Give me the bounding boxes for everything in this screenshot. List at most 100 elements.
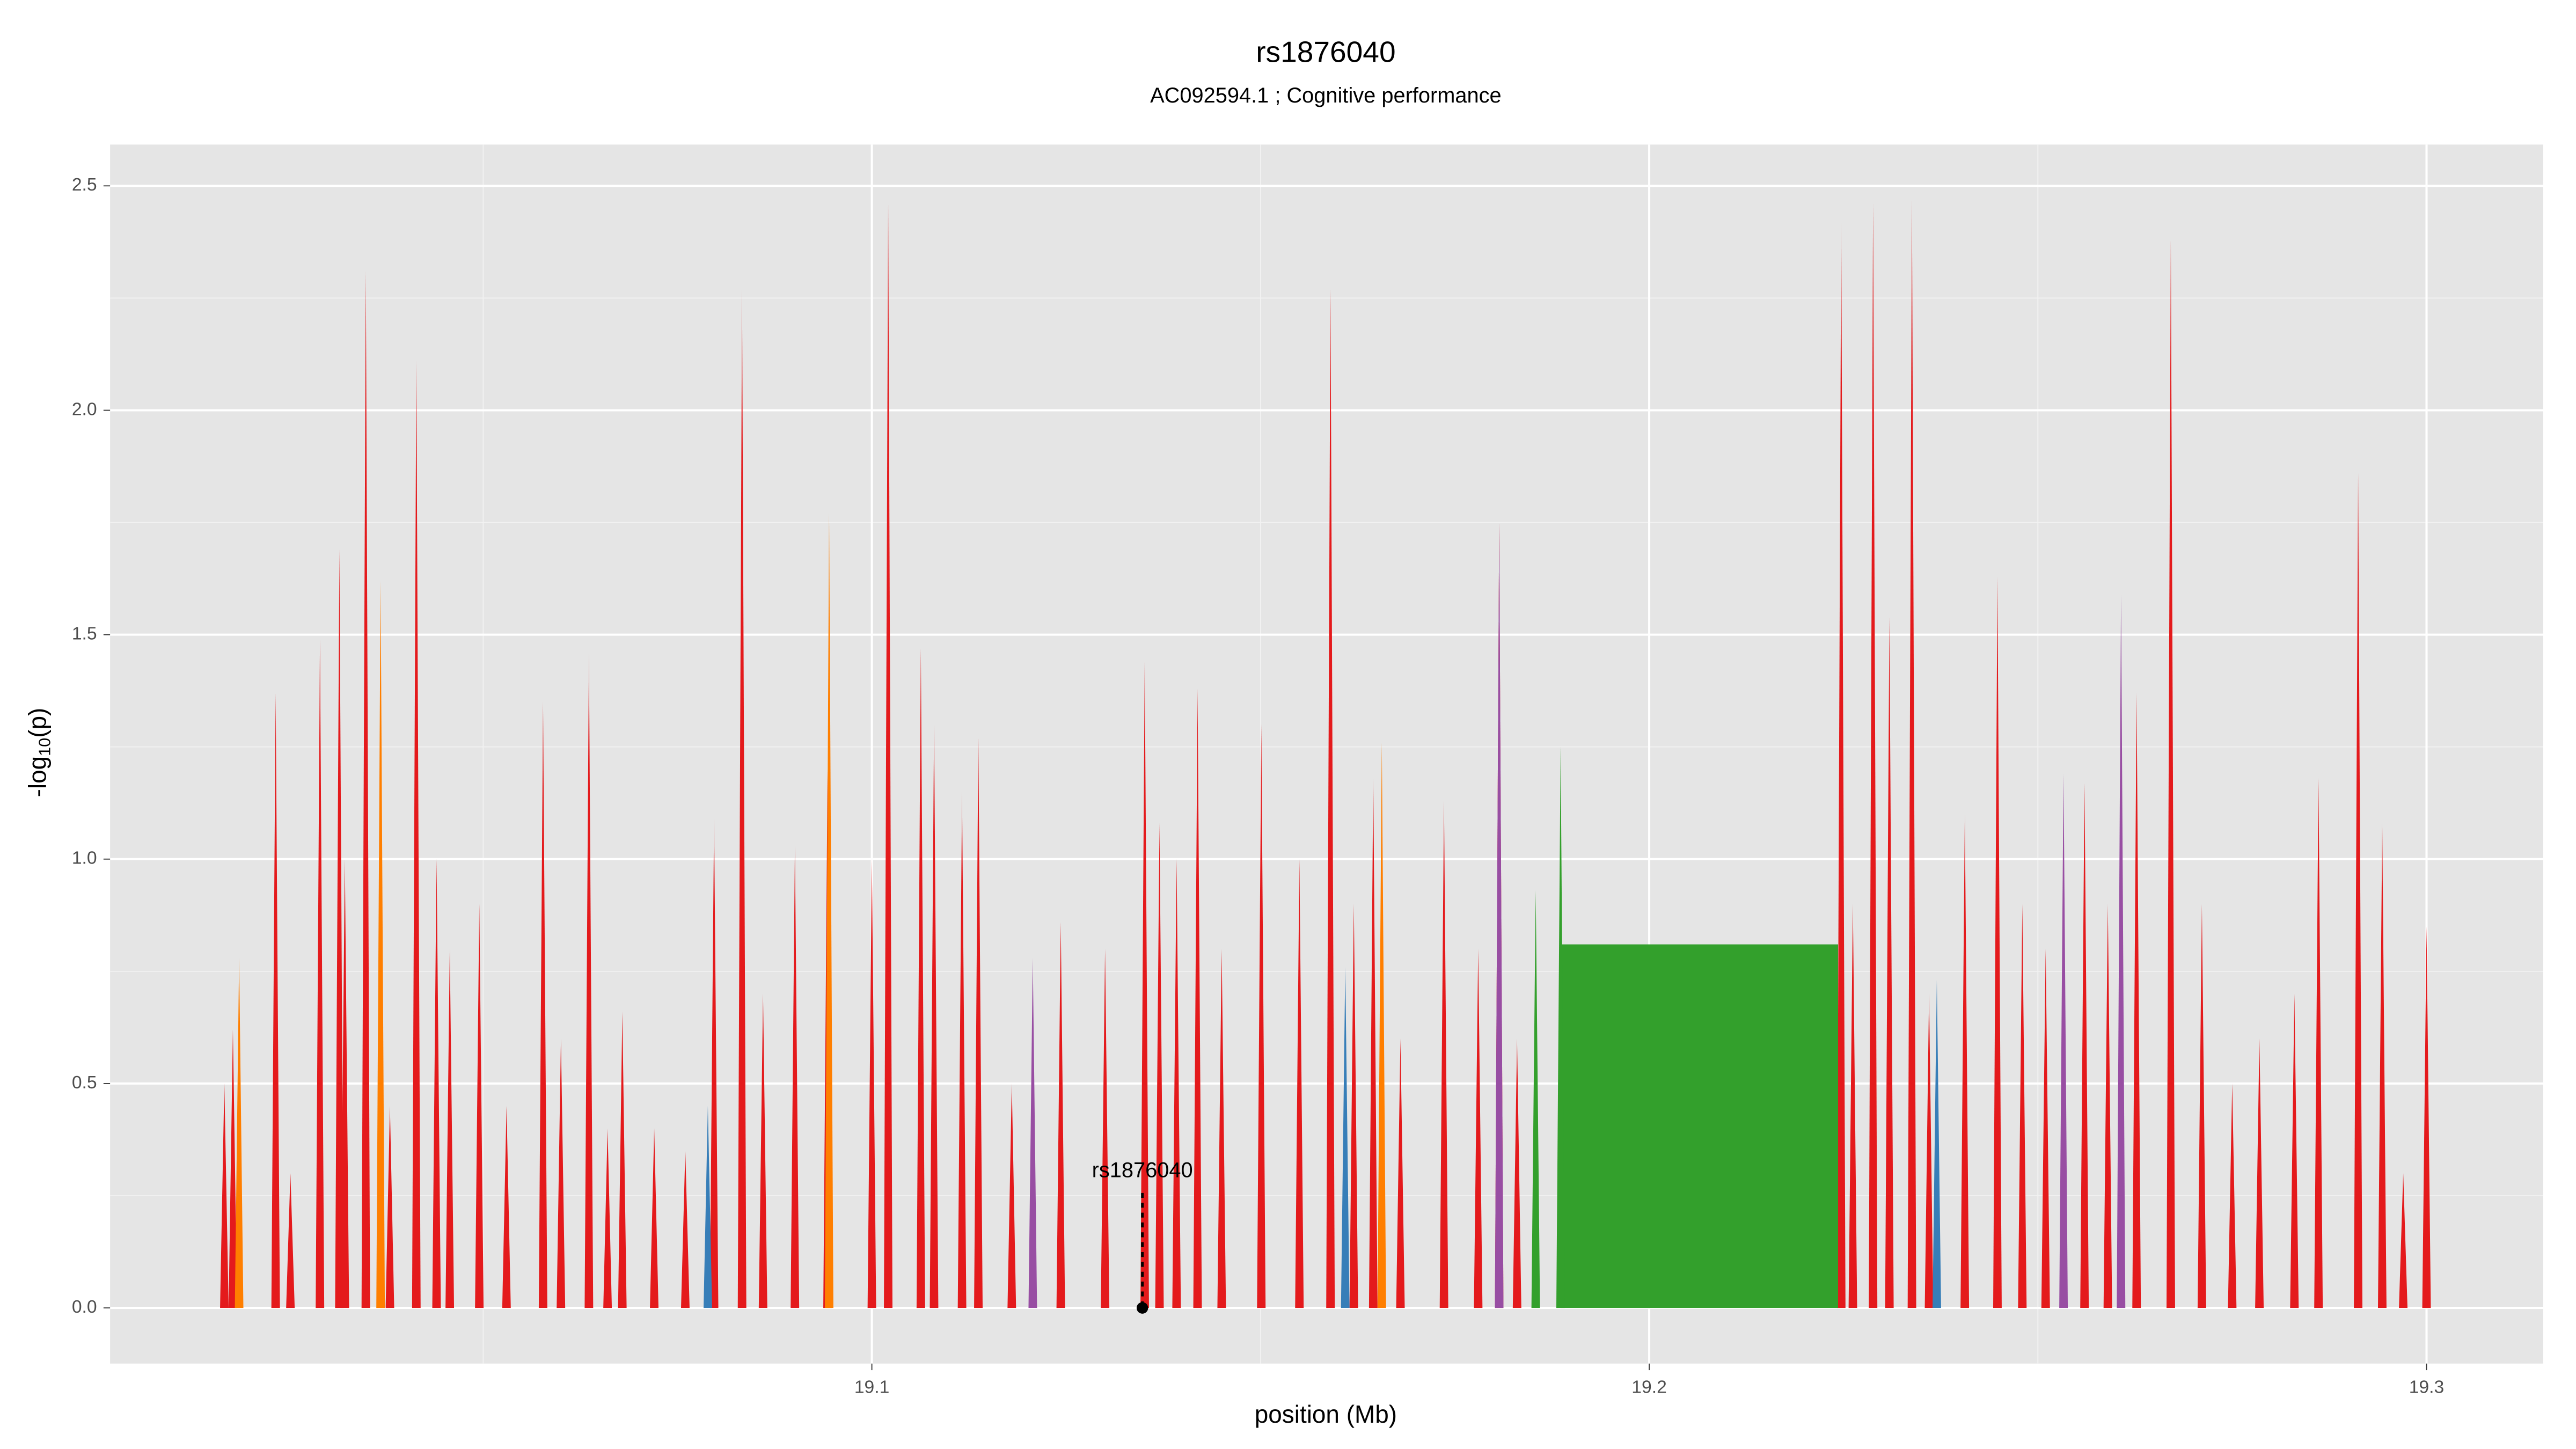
- chart-title: rs1876040: [1256, 35, 1395, 69]
- spike: [1531, 890, 1540, 1308]
- y-axis-label: -log10(p): [24, 708, 54, 797]
- spike: [1885, 617, 1894, 1308]
- spike: [2103, 904, 2112, 1308]
- spike: [286, 1173, 295, 1308]
- y-axis-label-part: (p): [24, 708, 52, 738]
- spike: [709, 818, 719, 1308]
- spike: [1848, 904, 1857, 1308]
- y-tick-label: 1.5: [72, 624, 97, 644]
- area-block: [1560, 944, 1839, 1308]
- annotation-label: rs1876040: [1092, 1159, 1193, 1182]
- spike: [361, 271, 370, 1308]
- spike: [445, 949, 455, 1308]
- spike: [974, 737, 983, 1308]
- spike: [1155, 823, 1164, 1308]
- spike: [758, 993, 767, 1308]
- y-axis-label-sub: 10: [36, 738, 54, 756]
- annotation-point: [1136, 1302, 1148, 1314]
- spike: [1377, 742, 1386, 1308]
- spike: [2117, 594, 2126, 1308]
- spike: [704, 1106, 712, 1308]
- spike: [2059, 773, 2068, 1308]
- spike: [1172, 859, 1181, 1308]
- spike: [2255, 1038, 2264, 1308]
- x-tick-label: 19.2: [1631, 1378, 1667, 1397]
- panel: [110, 144, 2543, 1364]
- spike: [1056, 921, 1065, 1308]
- spike: [681, 1151, 690, 1308]
- spike: [957, 792, 967, 1308]
- y-tick-label: 0.5: [72, 1073, 97, 1093]
- y-tick-label: 0.0: [72, 1297, 97, 1317]
- spike: [1140, 661, 1149, 1308]
- spike: [1341, 967, 1350, 1308]
- labels: 0.0 0.5 1.0 1.5 2.0 2.5 19.1 19.2 19.3 rs1876040: [72, 175, 2444, 1397]
- spike: [1257, 724, 1266, 1308]
- spike: [1007, 1083, 1016, 1308]
- y-tick-label: 1.0: [72, 848, 97, 868]
- spike: [412, 361, 421, 1308]
- spike: [2314, 778, 2323, 1308]
- spike: [824, 513, 833, 1308]
- spike: [1396, 1038, 1405, 1308]
- spike: [867, 859, 876, 1308]
- spike: [228, 1029, 237, 1308]
- chart-subtitle: AC092594.1 ; Cognitive performance: [1150, 84, 1502, 107]
- spike: [335, 549, 344, 1308]
- spike: [2354, 473, 2363, 1308]
- spike: [1349, 904, 1358, 1308]
- spike: [2422, 926, 2431, 1308]
- spike: [1368, 778, 1378, 1308]
- spike: [1836, 222, 1846, 1308]
- spike: [1495, 522, 1504, 1308]
- spike: [2290, 993, 2299, 1308]
- spike: [502, 1106, 511, 1308]
- spike: [538, 702, 547, 1308]
- marks: [220, 199, 2431, 1308]
- spike: [557, 1038, 566, 1308]
- spike: [1295, 859, 1304, 1308]
- spike: [1474, 949, 1483, 1308]
- spike: [1933, 980, 1941, 1308]
- spike: [1924, 993, 1934, 1308]
- spike: [2132, 693, 2141, 1308]
- spike: [2167, 239, 2175, 1308]
- spike: [2041, 949, 2050, 1308]
- spike: [1439, 801, 1448, 1308]
- spike: [603, 1128, 612, 1308]
- spike: [2197, 904, 2206, 1308]
- spike: [1326, 289, 1335, 1308]
- spike: [1512, 1038, 1521, 1308]
- spike: [650, 1128, 658, 1308]
- y-tick-label: 2.0: [72, 399, 97, 419]
- spike: [235, 957, 244, 1308]
- spike: [220, 1083, 229, 1308]
- spike: [316, 639, 325, 1308]
- spike: [432, 859, 441, 1308]
- spike: [475, 904, 484, 1308]
- spike: [271, 693, 280, 1308]
- spike: [584, 653, 594, 1308]
- spike: [2228, 1083, 2237, 1308]
- spike: [340, 859, 349, 1308]
- spike: [884, 203, 892, 1308]
- spike: [1993, 576, 2002, 1308]
- y-tick-label: 2.5: [72, 175, 97, 195]
- spike: [376, 581, 385, 1308]
- spike: [737, 289, 747, 1308]
- spike: [1907, 199, 1916, 1308]
- x-tick-label: 19.1: [854, 1378, 890, 1397]
- spike: [2080, 782, 2089, 1308]
- spike: [1556, 747, 1565, 1308]
- spike: [618, 1012, 627, 1308]
- spike: [2377, 823, 2387, 1308]
- spike: [2018, 904, 2027, 1308]
- spike: [930, 724, 939, 1308]
- spike: [2399, 1173, 2408, 1308]
- y-axis-label-part: -log: [24, 756, 52, 797]
- x-tick-label: 19.3: [2409, 1378, 2445, 1397]
- spike: [1101, 949, 1110, 1308]
- spike: [791, 845, 800, 1308]
